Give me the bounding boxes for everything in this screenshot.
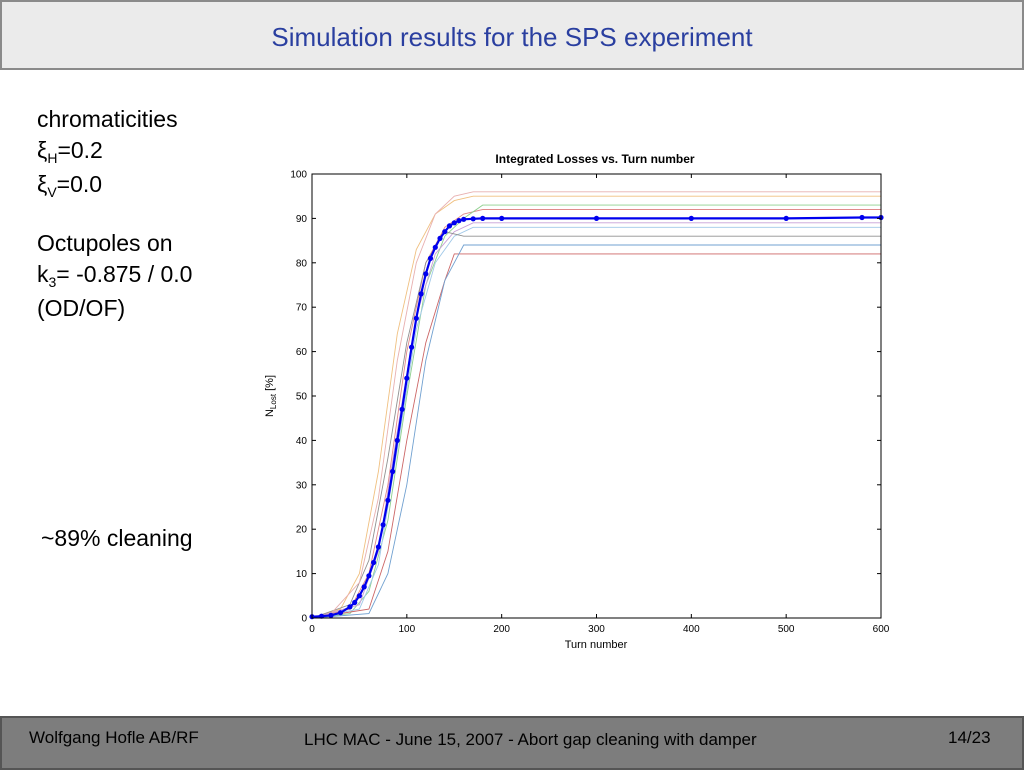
data-point bbox=[375, 544, 381, 550]
data-point bbox=[423, 271, 429, 277]
data-point bbox=[380, 522, 386, 528]
data-point bbox=[390, 468, 396, 475]
xi-symbol-h: ξ bbox=[37, 137, 48, 163]
y-axis-label-unit: [%] bbox=[264, 375, 276, 394]
y-tick-label: 40 bbox=[296, 436, 308, 447]
cleaning-label: ~89% cleaning bbox=[41, 525, 193, 551]
y-tick-label: 30 bbox=[296, 480, 308, 491]
data-point bbox=[371, 559, 377, 566]
data-point bbox=[394, 437, 400, 443]
y-axis-label: NLost [%] bbox=[264, 375, 278, 417]
data-point bbox=[418, 291, 424, 297]
xi-h-line: ξH=0.2 bbox=[37, 135, 178, 169]
data-point bbox=[356, 593, 362, 599]
x-tick-label: 300 bbox=[588, 624, 605, 635]
y-tick-label: 50 bbox=[296, 392, 308, 403]
octupole-block: Octupoles on k3= -0.875 / 0.0 (OD/OF) bbox=[37, 228, 192, 324]
x-tick-label: 600 bbox=[873, 624, 890, 635]
k3-value: = -0.875 / 0.0 bbox=[56, 261, 193, 287]
slide-title: Simulation results for the SPS experimen… bbox=[271, 22, 753, 52]
data-point bbox=[499, 215, 505, 221]
data-point bbox=[446, 223, 453, 229]
data-point bbox=[328, 612, 334, 618]
y-tick-label: 70 bbox=[296, 303, 308, 314]
series-line-3 bbox=[311, 195, 881, 619]
x-tick-label: 200 bbox=[493, 624, 510, 635]
od-of-label: (OD/OF) bbox=[37, 295, 126, 321]
footer-event: LHC MAC - June 15, 2007 - Abort gap clea… bbox=[304, 730, 757, 749]
xi-v-value: =0.0 bbox=[56, 171, 103, 197]
data-point bbox=[437, 235, 443, 241]
data-point bbox=[427, 255, 434, 261]
data-point bbox=[432, 244, 438, 250]
y-tick-label: 90 bbox=[296, 214, 308, 225]
footer-author: Wolfgang Hofle AB/RF bbox=[29, 728, 199, 747]
x-tick-label: 0 bbox=[309, 624, 315, 635]
series-line-1 bbox=[311, 209, 881, 619]
chromaticities-label: chromaticities bbox=[37, 106, 178, 132]
y-tick-label: 100 bbox=[290, 170, 307, 181]
slide-header: Simulation results for the SPS experimen… bbox=[0, 0, 1024, 70]
x-tick-label: 500 bbox=[778, 624, 795, 635]
xi-h-subscript: H bbox=[47, 150, 58, 166]
data-point bbox=[347, 604, 353, 610]
data-point bbox=[688, 215, 694, 221]
y-tick-label: 80 bbox=[296, 258, 308, 269]
data-point bbox=[480, 215, 486, 221]
y-axis-label-sub: Lost bbox=[269, 393, 278, 409]
data-point bbox=[361, 584, 367, 590]
chart-title: Integrated Losses vs. Turn number bbox=[495, 152, 694, 166]
slide-footer: Wolfgang Hofle AB/RF LHC MAC - June 15, … bbox=[0, 716, 1024, 770]
plot-frame bbox=[311, 173, 882, 619]
data-point bbox=[461, 216, 467, 222]
data-point bbox=[409, 344, 415, 350]
loss-chart: Integrated Losses vs. Turn number 0 100 20… bbox=[264, 152, 890, 651]
y-axis-label-main: N bbox=[264, 409, 276, 417]
series-line-9 bbox=[311, 191, 881, 619]
data-point bbox=[451, 220, 457, 226]
data-point bbox=[593, 215, 600, 221]
series-line-4 bbox=[311, 226, 881, 619]
data-point bbox=[352, 599, 358, 606]
xi-v-subscript: V bbox=[47, 184, 57, 200]
data-point bbox=[859, 214, 865, 221]
octupoles-label: Octupoles on bbox=[37, 230, 173, 256]
series-line-8 bbox=[311, 231, 881, 619]
data-point bbox=[404, 375, 410, 381]
data-point bbox=[783, 215, 789, 221]
k3-line: k3= -0.875 / 0.0 bbox=[37, 259, 192, 293]
chart-ticks: 0 100 200 300 400 500 600 0 10 20 30 40 50 60 70 80 90 10… bbox=[290, 170, 889, 636]
x-tick-label: 100 bbox=[398, 624, 415, 635]
series-line-6 bbox=[311, 253, 881, 619]
data-point bbox=[413, 315, 419, 321]
chart-marks bbox=[309, 191, 884, 620]
data-point bbox=[337, 610, 344, 616]
data-point bbox=[470, 216, 476, 222]
x-tick-label: 400 bbox=[683, 624, 700, 635]
y-tick-label: 0 bbox=[301, 614, 307, 625]
data-point bbox=[456, 218, 462, 224]
data-point bbox=[366, 573, 372, 579]
x-axis-label: Turn number bbox=[565, 639, 628, 651]
data-point bbox=[385, 497, 391, 503]
series-line-7 bbox=[311, 244, 881, 619]
chromaticity-block: chromaticities ξH=0.2 ξV=0.0 bbox=[37, 104, 178, 203]
y-tick-label: 20 bbox=[296, 525, 308, 536]
xi-v-line: ξV=0.0 bbox=[37, 169, 178, 203]
y-tick-label: 60 bbox=[296, 347, 308, 358]
footer-page-number: 14/23 bbox=[948, 728, 991, 747]
k-subscript: 3 bbox=[48, 274, 57, 290]
y-tick-label: 10 bbox=[296, 569, 308, 580]
xi-h-value: =0.2 bbox=[57, 137, 103, 163]
k-symbol: k bbox=[37, 261, 49, 287]
data-point bbox=[399, 406, 405, 412]
data-point bbox=[442, 229, 448, 235]
xi-symbol-v: ξ bbox=[37, 171, 48, 197]
series-line-2 bbox=[311, 204, 881, 619]
